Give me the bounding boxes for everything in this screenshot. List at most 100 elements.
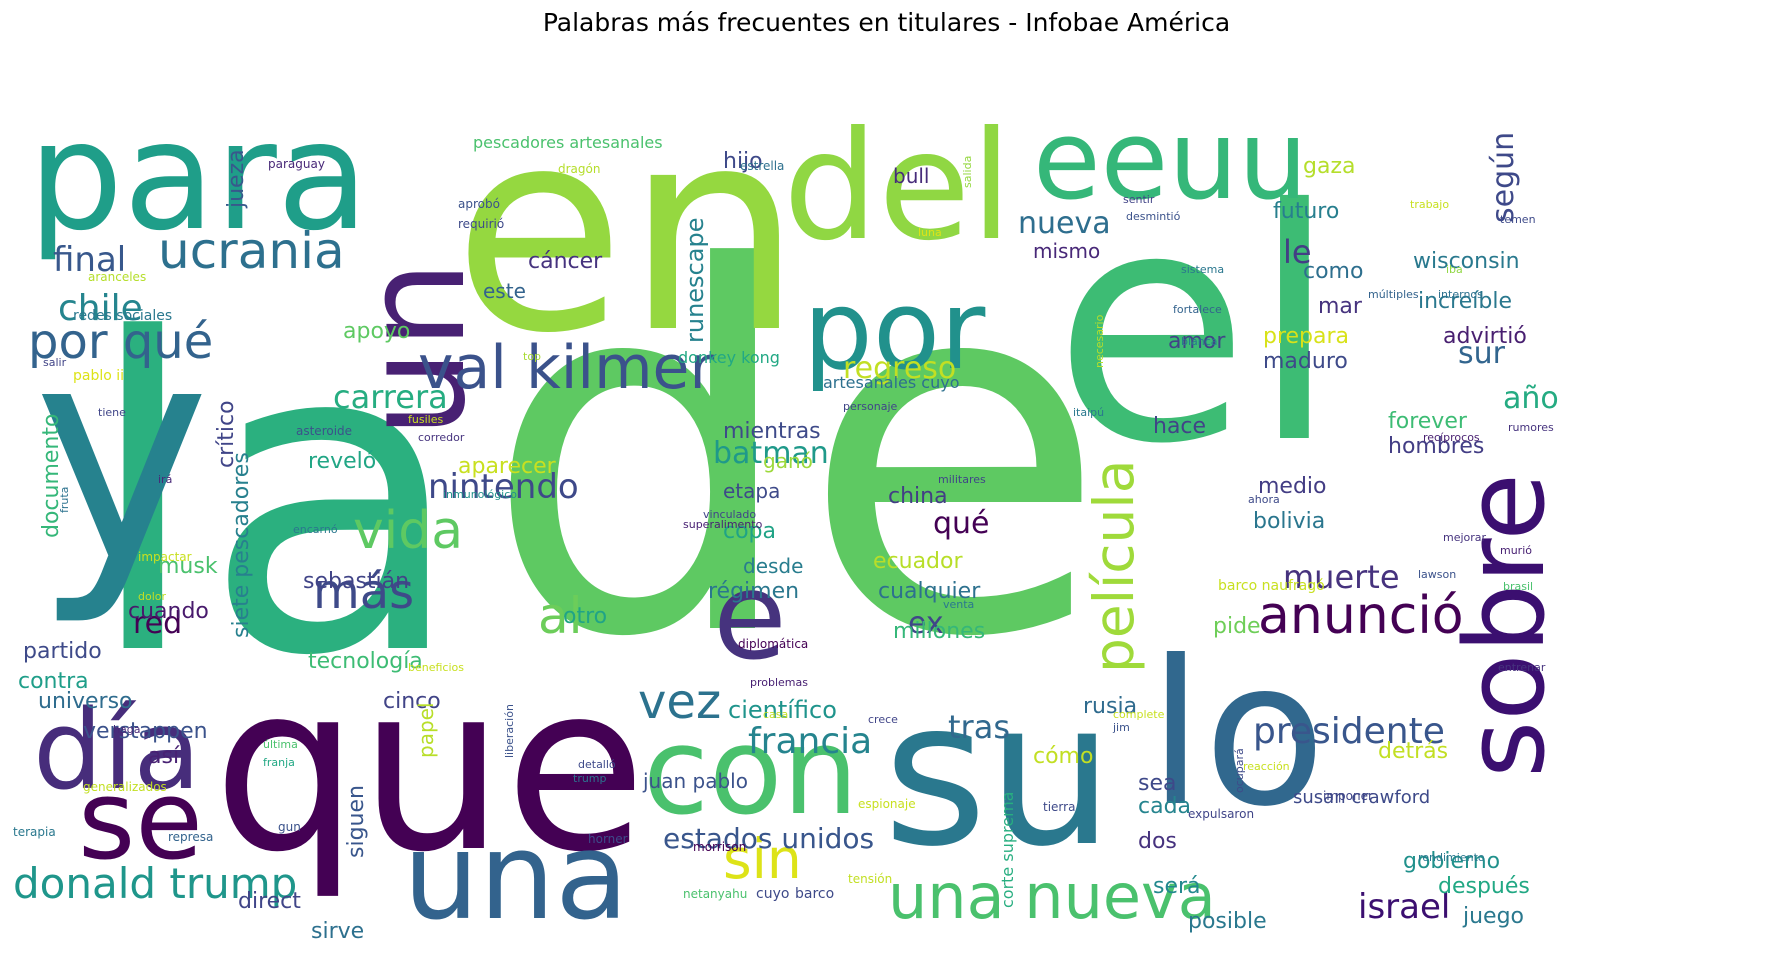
word-136: iba bbox=[1446, 263, 1463, 276]
word-2: de bbox=[483, 164, 1108, 746]
word-157: irá bbox=[158, 473, 172, 486]
word-149: tiene bbox=[98, 406, 126, 419]
word-107: rusia bbox=[1083, 694, 1137, 719]
word-189: espionaje bbox=[858, 797, 916, 811]
word-74: mientras bbox=[723, 419, 821, 444]
word-141: aranceles bbox=[88, 270, 146, 284]
word-108: cómo bbox=[1033, 744, 1093, 769]
word-199: netanyahu bbox=[683, 887, 747, 901]
word-127: requirió bbox=[458, 217, 504, 231]
word-135: sistema bbox=[1181, 263, 1224, 276]
word-131: desmintió bbox=[1126, 210, 1181, 223]
word-170: barco naufragó bbox=[1218, 578, 1325, 594]
word-51: le bbox=[1283, 233, 1312, 271]
word-181: haga bbox=[113, 723, 140, 736]
word-191: expulsaron bbox=[1188, 807, 1254, 821]
word-122: artesanales cuyo bbox=[823, 373, 960, 392]
word-79: copa bbox=[723, 519, 776, 544]
word-155: recíprocos bbox=[1423, 431, 1480, 444]
word-167: dolor bbox=[138, 590, 166, 603]
word-132: trabajo bbox=[1410, 198, 1449, 211]
word-194: gun bbox=[278, 820, 301, 834]
word-92: musk bbox=[158, 554, 218, 579]
word-105: papel bbox=[414, 702, 438, 758]
word-152: corredor bbox=[418, 431, 465, 444]
word-130: sentir bbox=[1123, 193, 1155, 206]
word-54: jueza bbox=[224, 149, 249, 209]
word-84: ecuador bbox=[873, 549, 963, 574]
word-133: temen bbox=[1500, 213, 1536, 226]
word-65: maduro bbox=[1263, 349, 1348, 374]
word-188: imponer bbox=[1323, 789, 1373, 803]
word-96: tecnología bbox=[308, 649, 423, 674]
word-196: horner bbox=[588, 832, 628, 846]
word-5: y bbox=[33, 280, 211, 629]
word-177: crece bbox=[868, 713, 898, 726]
word-43: nueva bbox=[1018, 206, 1111, 241]
word-1: la bbox=[83, 250, 466, 750]
word-81: régimen bbox=[708, 579, 799, 604]
word-156: fruta bbox=[58, 487, 71, 513]
word-75: reveló bbox=[308, 449, 376, 474]
word-128: estrella bbox=[740, 159, 784, 173]
word-161: ahora bbox=[1248, 493, 1280, 506]
word-143: salir bbox=[43, 356, 67, 369]
word-111: dos bbox=[1138, 829, 1177, 854]
word-20: val kilmer bbox=[418, 333, 714, 403]
word-99: cinco bbox=[383, 689, 441, 714]
word-33: chile bbox=[58, 288, 143, 329]
word-31: al bbox=[538, 587, 583, 645]
word-17: sobre bbox=[1441, 473, 1569, 778]
word-179: jim bbox=[1112, 721, 1130, 734]
word-169: brasil bbox=[1503, 580, 1533, 593]
word-138: internos bbox=[1438, 288, 1483, 301]
word-11: lo bbox=[1148, 618, 1326, 851]
word-200: cuyo bbox=[756, 886, 789, 902]
word-134: luna bbox=[918, 226, 942, 239]
word-198: rendimiento bbox=[1418, 851, 1485, 864]
word-90: forever bbox=[1388, 409, 1468, 434]
word-87: hace bbox=[1153, 414, 1206, 439]
word-22: ucrania bbox=[158, 222, 345, 280]
word-93: sebastián bbox=[303, 569, 409, 594]
word-70: hijo bbox=[723, 149, 763, 174]
word-60: gaza bbox=[1303, 154, 1355, 179]
word-62: increíble bbox=[1418, 289, 1512, 314]
word-46: qué bbox=[933, 506, 990, 541]
word-7: para bbox=[28, 90, 369, 264]
word-182: franja bbox=[263, 756, 295, 769]
word-187: ocupará bbox=[1233, 748, 1246, 793]
word-47: ex bbox=[908, 606, 944, 641]
word-103: sirve bbox=[311, 919, 364, 944]
word-114: pide bbox=[1213, 614, 1261, 639]
word-15: día bbox=[33, 686, 201, 814]
word-66: amor bbox=[1168, 329, 1226, 354]
word-42: estados unidos bbox=[663, 822, 874, 855]
word-85: cualquier bbox=[878, 579, 981, 604]
word-180: última bbox=[263, 738, 298, 751]
word-13: una bbox=[403, 808, 629, 947]
word-164: mejorar bbox=[1443, 531, 1487, 544]
word-44: tras bbox=[948, 708, 1010, 746]
word-6: que bbox=[213, 636, 646, 903]
word-125: dragón bbox=[558, 162, 600, 176]
word-57: apoyo bbox=[343, 319, 410, 344]
word-49: año bbox=[1503, 381, 1559, 416]
word-78: etapa bbox=[723, 479, 780, 503]
word-cloud: la de el en y que para del eeuu un lo su una se día con… bbox=[13, 58, 1759, 955]
word-124: paraguay bbox=[268, 157, 325, 171]
figure-title: Palabras más frecuentes en titulares - I… bbox=[542, 8, 1231, 37]
word-19: por bbox=[803, 266, 986, 394]
word-69: mismo bbox=[1033, 239, 1100, 263]
word-154: rumores bbox=[1508, 421, 1554, 434]
word-59: futuro bbox=[1273, 199, 1339, 224]
word-109: sea bbox=[1138, 771, 1176, 796]
word-184: trump bbox=[573, 772, 607, 785]
word-117: después bbox=[1438, 874, 1530, 899]
word-142: redes sociales bbox=[73, 308, 172, 324]
word-39: regreso bbox=[843, 351, 956, 386]
word-173: entrenar bbox=[1498, 661, 1546, 674]
word-175: casa bbox=[763, 708, 788, 721]
word-64: prepara bbox=[1263, 324, 1349, 349]
